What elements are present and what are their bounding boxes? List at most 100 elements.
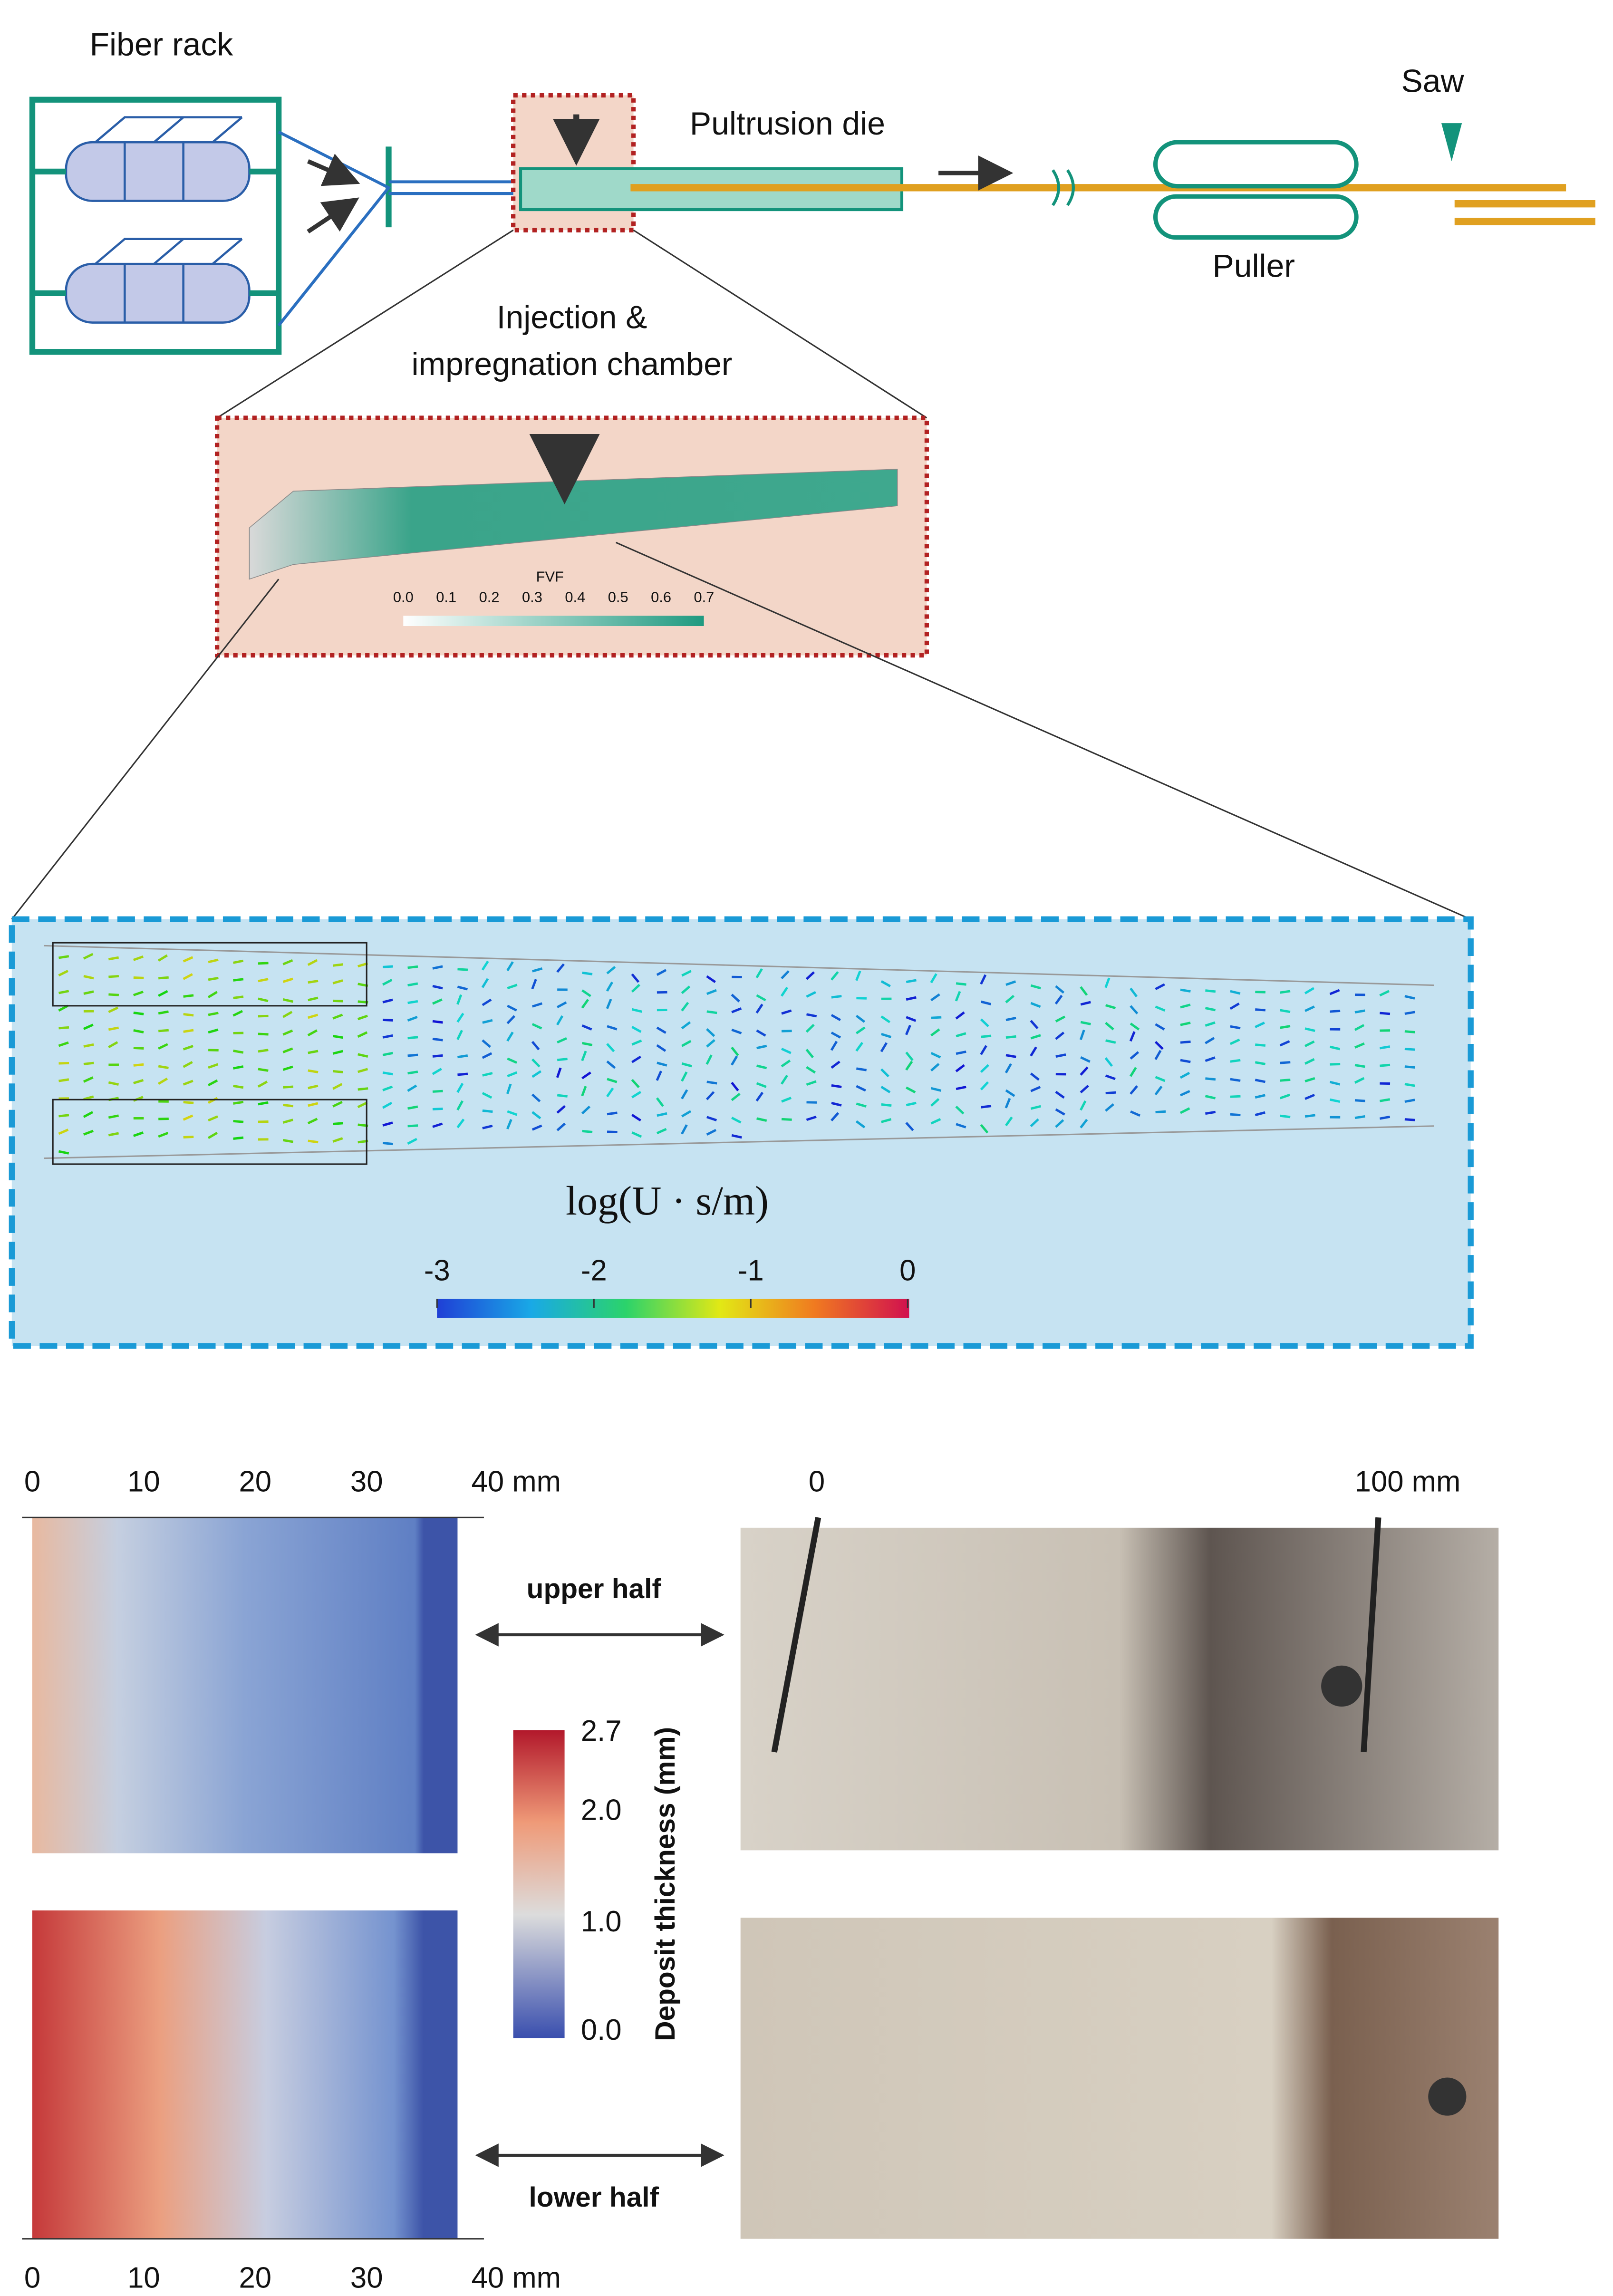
tick-label: -3 <box>424 1254 450 1287</box>
vector <box>931 1017 942 1018</box>
vector <box>233 997 243 998</box>
velocity-panel: log(U · s/m) -3-2-10 <box>12 919 1471 1346</box>
tick-label: 0 <box>24 2261 40 2294</box>
process-schematic: Fiber rack Pultrusion die Puller Saw Inj… <box>12 27 1595 919</box>
vector <box>134 1064 144 1065</box>
vector <box>233 979 243 981</box>
vector <box>333 1036 343 1037</box>
tick-label: 0 <box>809 1466 825 1498</box>
vector <box>483 1110 493 1111</box>
vector <box>333 1123 343 1124</box>
vector <box>408 1037 418 1038</box>
vector <box>283 1087 293 1088</box>
vector <box>408 966 418 968</box>
label: Deposit thickness (mm) <box>650 1727 681 2041</box>
label: Saw <box>1401 64 1465 99</box>
vector <box>333 1071 343 1072</box>
vector <box>1305 1115 1315 1117</box>
photo <box>741 1528 1499 1851</box>
vector <box>981 1106 991 1108</box>
page: {"process":{"fiber_rack":"Fiber rack","p… <box>0 0 1613 2296</box>
vector <box>308 1141 318 1142</box>
vector <box>782 1031 792 1032</box>
label: Fiber rack <box>90 27 234 63</box>
label: Puller <box>1212 248 1294 284</box>
vector <box>233 1102 243 1103</box>
vector <box>1280 1116 1290 1117</box>
vector <box>557 1059 567 1060</box>
vector <box>1180 990 1190 991</box>
vector <box>383 1072 393 1074</box>
tick-label: 40 mm <box>472 1466 561 1498</box>
tick-label: 0 <box>24 1466 40 1498</box>
vector <box>1280 991 1290 993</box>
tick-label: 0.6 <box>651 589 671 606</box>
vector <box>831 996 841 997</box>
vector <box>582 1131 592 1132</box>
vector <box>433 1021 443 1023</box>
vector <box>233 1121 244 1122</box>
vector <box>134 1013 144 1014</box>
tick-label: 0.5 <box>608 589 628 606</box>
vector <box>1405 1049 1415 1050</box>
label: lower half <box>529 2182 659 2213</box>
tick-label: 100 mm <box>1355 1466 1461 1498</box>
vector <box>1230 1079 1240 1080</box>
label: FVF <box>536 568 564 585</box>
vector <box>1380 1065 1390 1066</box>
vector <box>59 1115 69 1116</box>
vector <box>1230 1114 1241 1115</box>
vector <box>283 1105 293 1106</box>
label: upper half <box>527 1573 662 1604</box>
vector <box>1405 1067 1415 1068</box>
vector <box>258 963 269 964</box>
vector <box>457 969 468 970</box>
vector <box>856 1069 866 1070</box>
tick-label: 2.0 <box>581 1794 622 1826</box>
vector <box>158 1030 169 1031</box>
vector <box>1405 1012 1415 1014</box>
vector <box>457 1074 468 1075</box>
label: impregnation chamber <box>411 347 732 382</box>
vector <box>557 1095 567 1097</box>
tick-label: 10 <box>127 1466 160 1498</box>
spools <box>66 117 250 323</box>
vector <box>283 1140 293 1142</box>
deposit-panel: 010203040 mm010203040 mm2.72.01.00.00100… <box>22 1466 1498 2295</box>
vector <box>1230 1096 1241 1097</box>
tick-label: 1.0 <box>581 1905 622 1938</box>
tick-label: 2.7 <box>581 1715 622 1747</box>
photo <box>741 1918 1499 2238</box>
vector <box>308 981 318 982</box>
vector <box>1280 1062 1291 1063</box>
vector <box>258 1069 268 1071</box>
tick-label: 20 <box>239 2261 272 2294</box>
vector <box>1156 1111 1166 1112</box>
vector <box>707 1082 717 1083</box>
vector <box>1355 1116 1365 1118</box>
vector <box>59 1080 69 1081</box>
vector <box>59 1027 69 1028</box>
vector <box>1205 1079 1215 1080</box>
vector <box>158 977 169 978</box>
label: Injection & <box>497 299 647 335</box>
vector <box>1205 991 1215 992</box>
vector <box>807 1102 817 1103</box>
vector <box>607 1113 617 1114</box>
vector <box>1280 1010 1290 1012</box>
vector <box>408 1072 418 1073</box>
vector <box>408 1001 418 1003</box>
vector <box>1255 1045 1265 1046</box>
tick-label: 0.0 <box>393 589 414 606</box>
vector <box>707 1012 717 1013</box>
tick-label: 30 <box>350 2261 383 2294</box>
vector <box>1355 1065 1365 1067</box>
vector <box>433 1055 443 1056</box>
tick-label: 0.4 <box>565 589 585 606</box>
vector <box>582 973 592 974</box>
tick-label: 0.3 <box>522 589 542 606</box>
tick-label: 20 <box>239 1466 272 1498</box>
vector <box>1405 1084 1415 1086</box>
vector <box>184 1102 194 1103</box>
vector <box>1006 1055 1016 1057</box>
